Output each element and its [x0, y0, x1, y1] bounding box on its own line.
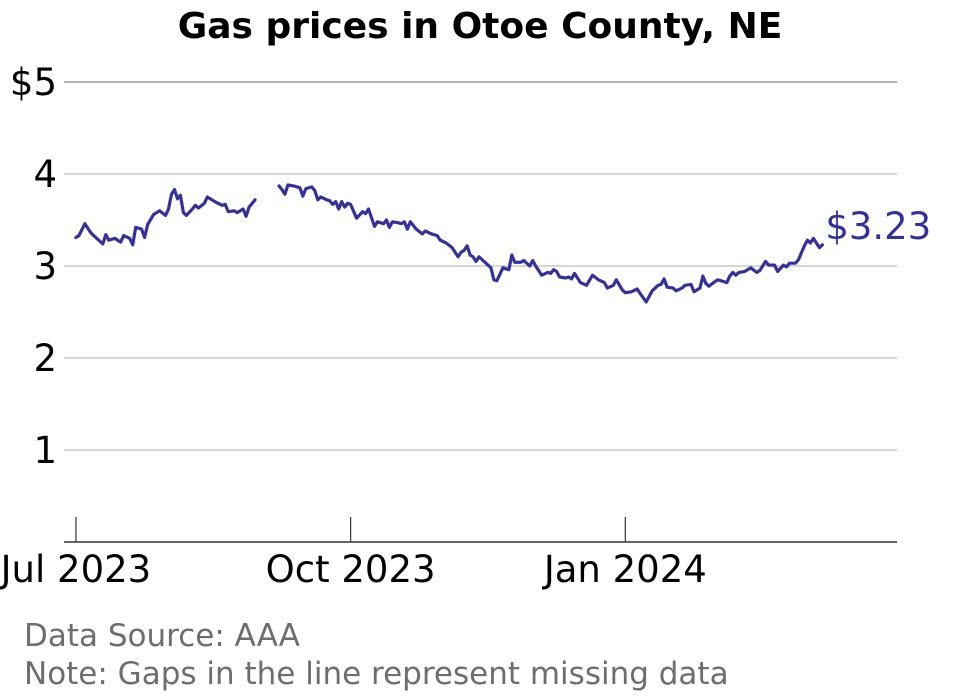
data-source-note: Data Source: AAA [24, 618, 300, 654]
x-tick-label: Jan 2024 [542, 548, 707, 591]
y-tick-label: $5 [10, 61, 57, 104]
x-axis-ticks: Jul 2023 Oct 2023 Jan 2024 [0, 517, 707, 591]
gridlines [64, 81, 897, 451]
chart-title: Gas prices in Otoe County, NE [178, 6, 783, 47]
price-line-segment [277, 183, 825, 304]
y-tick-label: 1 [33, 429, 57, 472]
x-tick-label: Oct 2023 [266, 548, 436, 591]
latest-price-label: $3.23 [825, 205, 931, 248]
y-tick-label: 2 [33, 337, 57, 380]
x-tick-label: Jul 2023 [0, 548, 151, 591]
price-line [74, 183, 825, 304]
missing-data-note: Note: Gaps in the line represent missing… [24, 656, 729, 692]
y-tick-label: 3 [33, 245, 57, 288]
y-axis-tick-labels: 1 2 3 4 $5 [10, 61, 57, 472]
price-line-segment [74, 188, 257, 247]
y-tick-label: 4 [33, 153, 57, 196]
